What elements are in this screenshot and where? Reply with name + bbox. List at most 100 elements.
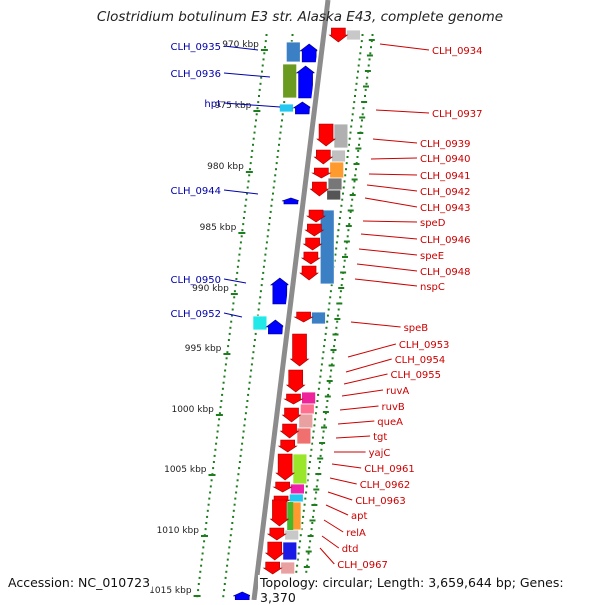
tick-dot <box>230 528 233 531</box>
tick-dot <box>248 381 251 384</box>
reverse-gene <box>306 209 327 223</box>
tick-dot <box>200 558 203 561</box>
tick-dot <box>339 296 342 299</box>
tick-dot <box>308 546 311 549</box>
reverse-gene <box>300 251 321 265</box>
cog-block <box>287 502 294 530</box>
tick-dot <box>322 351 325 354</box>
gene-label-leader <box>327 491 353 501</box>
tick-dot <box>333 259 336 262</box>
tick-dot <box>305 491 308 494</box>
tick-dot <box>218 418 221 421</box>
gene-label-leader <box>364 197 418 208</box>
tick-dot <box>319 454 322 457</box>
tick-dot <box>258 302 261 305</box>
tick-dot <box>303 503 306 506</box>
tick-dot <box>351 119 353 122</box>
tick-dot <box>255 119 257 122</box>
tick-dot <box>326 320 329 323</box>
reverse-gene <box>277 439 298 453</box>
tick-dot <box>346 156 349 158</box>
tick-dot <box>326 314 329 317</box>
tick-dot <box>323 345 326 348</box>
tick-dot <box>233 290 236 293</box>
tick-dot <box>319 375 322 378</box>
cog-block <box>333 123 349 149</box>
marker-layer: 970 kbp 975 kbp 980 kbp 985 kbp 990 kbp 995 k… <box>149 40 268 597</box>
tick-dot <box>259 296 262 299</box>
tick-dot <box>352 186 355 189</box>
tick-dot <box>338 217 341 219</box>
tick-dot <box>326 400 329 402</box>
tick-dot <box>262 58 265 61</box>
tick-dot <box>204 528 207 531</box>
tick-dot <box>251 357 254 360</box>
gene-label-leader <box>335 435 371 439</box>
gene-label-right: tgt <box>373 432 387 443</box>
tick-dot <box>205 522 208 524</box>
gene-label-leader <box>223 45 259 51</box>
tick-dot <box>219 406 222 409</box>
tick-dot <box>309 454 312 457</box>
tick-dot <box>306 558 309 561</box>
gene-label-right: dtd <box>342 544 359 555</box>
tick-dot <box>307 473 310 476</box>
kbp-marker-label: 1000 kbp <box>171 405 214 415</box>
tick-dot <box>312 509 315 512</box>
tick-dot <box>346 235 349 238</box>
cog-block <box>280 561 296 575</box>
tick-dot <box>229 326 232 329</box>
tick-dot <box>252 137 255 140</box>
tick-dot <box>223 583 226 585</box>
cog-block <box>282 63 298 99</box>
tick-dot <box>246 186 249 189</box>
tick-dot <box>309 540 312 543</box>
tick-dot <box>348 223 351 226</box>
gene-label-leader <box>350 321 401 328</box>
tick-dot <box>224 369 227 372</box>
tick-dot <box>323 424 326 427</box>
tick-dot <box>347 229 350 232</box>
tick-dot <box>311 442 314 445</box>
backbone-layer <box>249 0 333 600</box>
tick-dot <box>237 473 240 476</box>
tick-dot <box>325 406 328 409</box>
kbp-marker-label: 970 kbp <box>222 40 259 50</box>
gene-label-leader <box>345 358 392 373</box>
tick-dot <box>354 88 357 91</box>
tick-dot <box>242 217 245 219</box>
tick-dot <box>197 583 200 585</box>
tick-dot <box>339 290 342 293</box>
tick-dot <box>357 70 359 73</box>
tick-dot <box>335 241 338 244</box>
tick-dot <box>350 204 353 207</box>
gene-label-leader <box>223 278 247 284</box>
tick-dot <box>333 345 336 348</box>
tick-dot <box>206 509 209 512</box>
tick-dot <box>322 430 325 433</box>
tick-dot <box>229 534 232 537</box>
tick-dot <box>223 589 226 592</box>
reverse-gene <box>302 237 323 251</box>
tick-dot <box>259 290 262 293</box>
tick-dot <box>331 357 334 360</box>
tick-dot <box>225 570 228 573</box>
gene-label-right: ruvA <box>386 386 409 397</box>
gene-label-right: CLH_0937 <box>432 109 483 120</box>
tick-dot <box>241 436 244 439</box>
gene-label-right: yajC <box>369 448 391 459</box>
gene-label-leader <box>329 477 357 485</box>
tick-dot <box>357 149 360 152</box>
tick-dot <box>232 302 235 305</box>
tick-dot <box>224 576 227 579</box>
tick-dot <box>242 430 245 433</box>
tick-dot <box>300 528 303 531</box>
tick-dot <box>317 393 320 396</box>
tick-dot <box>271 198 274 201</box>
gene-label-right: apt <box>351 511 367 522</box>
tick-dot <box>370 40 373 43</box>
gene-label-leader <box>319 547 335 565</box>
gene-label-leader <box>370 157 418 160</box>
